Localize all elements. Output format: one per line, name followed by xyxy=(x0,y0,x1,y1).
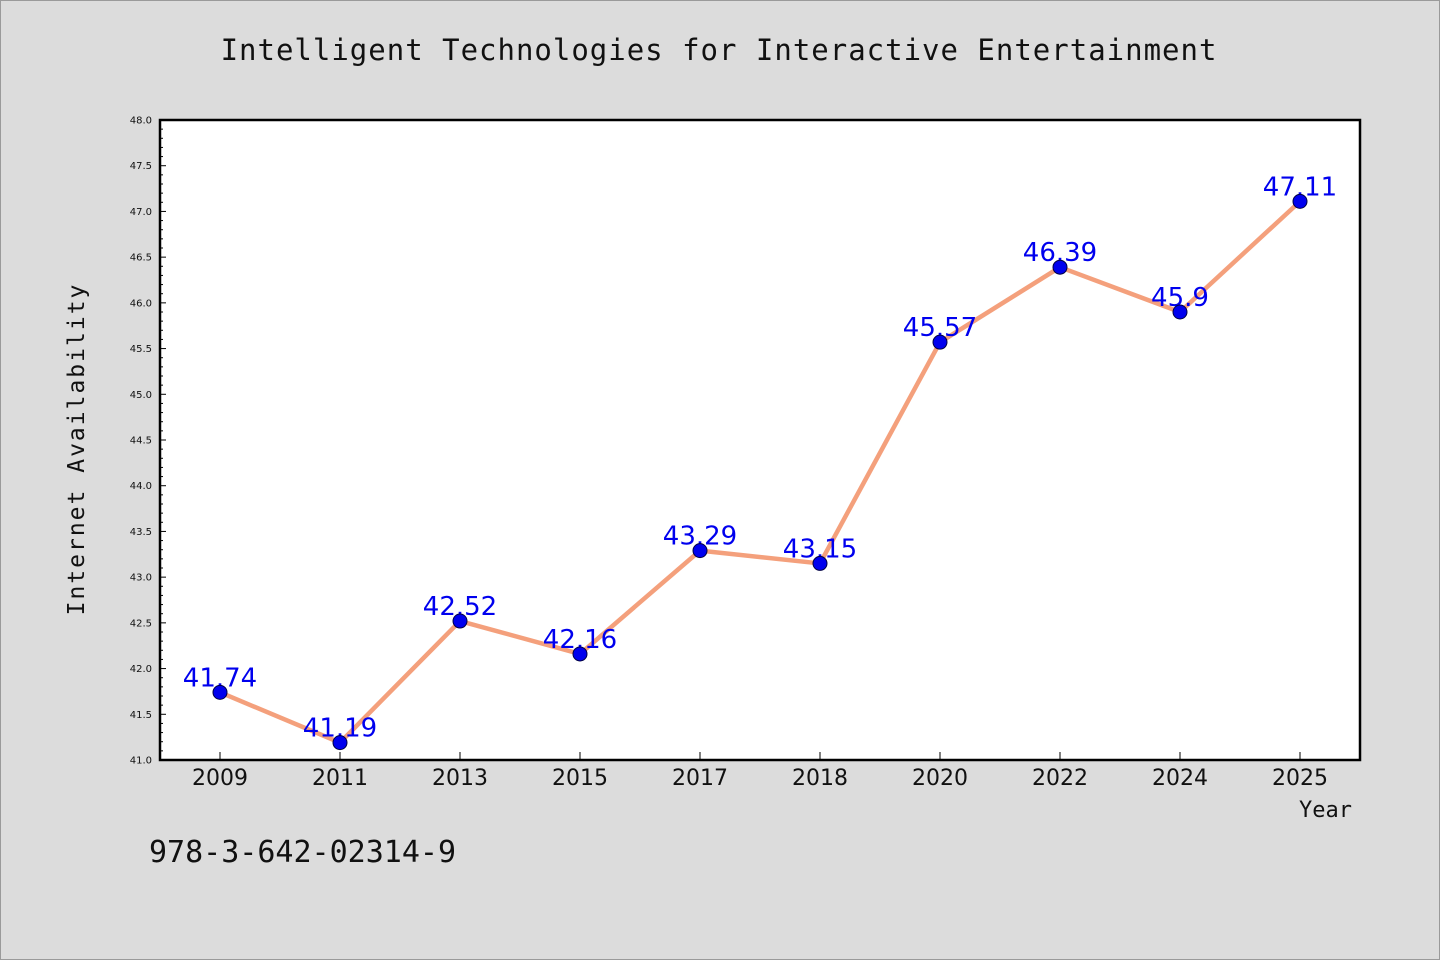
y-tick-label: 42.5 xyxy=(130,618,152,629)
data-point xyxy=(812,555,828,571)
x-axis-label: Year xyxy=(1299,798,1352,823)
x-tick-label: 2015 xyxy=(552,766,608,791)
data-point xyxy=(1052,259,1068,275)
y-tick-label: 48.0 xyxy=(130,116,152,127)
y-tick-label: 44.0 xyxy=(130,481,152,492)
y-tick-label: 45.5 xyxy=(130,344,152,355)
plot-area xyxy=(158,118,1362,762)
y-tick-label: 46.5 xyxy=(130,253,152,264)
y-tick-label: 42.0 xyxy=(130,664,152,675)
data-point xyxy=(692,543,708,559)
x-tick-label: 2013 xyxy=(432,766,488,791)
x-tick-label: 2011 xyxy=(312,766,368,791)
data-point xyxy=(452,613,468,629)
data-point xyxy=(572,646,588,662)
data-point xyxy=(212,684,228,700)
y-tick-label: 44.5 xyxy=(130,436,152,447)
y-tick-label: 47.0 xyxy=(130,207,152,218)
y-tick-label: 47.5 xyxy=(130,161,152,172)
y-tick-label: 46.0 xyxy=(130,298,152,309)
data-point xyxy=(332,735,348,751)
y-tick-label: 43.0 xyxy=(130,573,152,584)
x-tick-label: 2009 xyxy=(192,766,248,791)
x-tick-label: 2020 xyxy=(912,766,968,791)
x-tick-label: 2024 xyxy=(1152,766,1208,791)
series-line xyxy=(217,199,1303,745)
data-point xyxy=(1172,304,1188,320)
y-tick-label: 41.0 xyxy=(130,756,152,767)
isbn-text: 978-3-642-02314-9 xyxy=(149,835,457,870)
x-tick-label: 2025 xyxy=(1272,766,1328,791)
y-tick-label: 41.5 xyxy=(130,710,152,721)
data-point xyxy=(1292,193,1308,209)
data-point xyxy=(932,334,948,350)
y-tick-label: 43.5 xyxy=(130,527,152,538)
chart-title: Intelligent Technologies for Interactive… xyxy=(220,33,1218,67)
x-tick-label: 2017 xyxy=(672,766,728,791)
y-tick-label: 45.0 xyxy=(130,390,152,401)
x-tick-label: 2022 xyxy=(1032,766,1088,791)
x-tick-label: 2018 xyxy=(792,766,848,791)
